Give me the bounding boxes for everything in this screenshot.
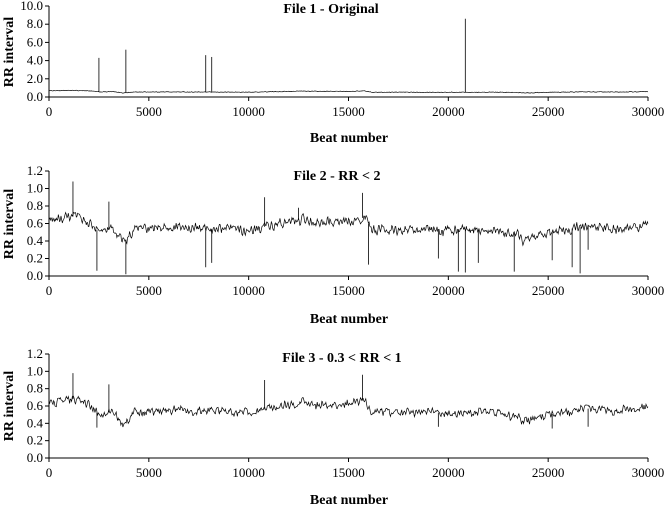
x-tick-label: 15000 — [332, 283, 365, 298]
x-axis-label: Beat number — [310, 493, 388, 506]
x-tick-label: 15000 — [332, 465, 365, 480]
series-group — [48, 373, 649, 429]
x-axis-label: Beat number — [310, 312, 388, 327]
y-tick-label: 1.0 — [27, 363, 43, 378]
y-tick-label: 0.0 — [27, 89, 43, 104]
y-tick-label: 0.8 — [27, 381, 43, 396]
series-group — [48, 18, 649, 94]
y-tick-label: 10.0 — [20, 0, 43, 13]
x-tick-label: 15000 — [332, 104, 365, 119]
x-tick-label: 10000 — [232, 465, 265, 480]
x-tick-label: 10000 — [232, 283, 265, 298]
chart-title: File 1 - Original — [283, 2, 378, 17]
x-tick-label: 0 — [46, 104, 53, 119]
axes-group — [48, 6, 648, 98]
x-tick-label: 25000 — [532, 104, 565, 119]
y-tick-label: 0.6 — [27, 398, 44, 413]
panel-file-3: File 3 - 0.3 < RR < 1 RR interval Beat n… — [2, 346, 664, 506]
chart-title: File 3 - 0.3 < RR < 1 — [282, 351, 401, 366]
x-tick-label: 30000 — [632, 465, 665, 480]
y-tick-label: 0.0 — [27, 450, 43, 465]
x-axis-label: Beat number — [310, 131, 388, 146]
y-tick-label: 1.0 — [27, 181, 43, 196]
x-tick-label: 10000 — [232, 104, 265, 119]
y-tick-label: 2.0 — [27, 71, 43, 86]
y-tick-label: 0.0 — [27, 268, 43, 283]
y-tick-label: 1.2 — [27, 346, 43, 361]
x-tick-label: 30000 — [632, 104, 665, 119]
x-tick-label: 25000 — [532, 465, 565, 480]
x-tick-label: 20000 — [432, 465, 465, 480]
x-tick-label: 20000 — [432, 104, 465, 119]
x-tick-label: 30000 — [632, 283, 665, 298]
x-tick-label: 0 — [46, 465, 53, 480]
chart-title: File 2 - RR < 2 — [294, 169, 381, 184]
x-tick-label: 20000 — [432, 283, 465, 298]
y-tick-label: 1.2 — [27, 163, 43, 178]
rr-trace-line — [48, 211, 649, 247]
x-tick-label: 0 — [46, 283, 53, 298]
y-tick-label: 0.2 — [27, 433, 43, 448]
y-tick-label: 6.0 — [27, 34, 43, 49]
y-tick-label: 0.4 — [27, 415, 44, 430]
y-tick-label: 4.0 — [27, 53, 43, 68]
series-group — [48, 181, 649, 275]
tick-group: 0.0 0.2 0.4 0.6 0.8 1.0 1.2 0 5000 10000 15000 2000… — [27, 163, 665, 298]
rr-trace-line — [48, 395, 649, 428]
y-tick-label: 8.0 — [27, 16, 43, 31]
x-tick-label: 5000 — [136, 465, 162, 480]
y-axis-label: RR interval — [2, 17, 17, 87]
tick-group: 0.0 0.2 0.4 0.6 0.8 1.0 1.2 0 5000 10000 15000 2000… — [27, 346, 665, 480]
axes-group — [48, 354, 648, 459]
y-tick-label: 0.2 — [27, 251, 43, 266]
y-tick-label: 0.4 — [27, 233, 44, 248]
x-tick-label: 5000 — [136, 283, 162, 298]
x-tick-label: 25000 — [532, 283, 565, 298]
y-tick-label: 0.8 — [27, 198, 43, 213]
panel-file-2: File 2 - RR < 2 RR interval Beat number … — [2, 163, 664, 327]
y-axis-label: RR interval — [2, 189, 17, 259]
panel-file-1: File 1 - Original RR interval Beat numbe… — [2, 0, 664, 146]
y-tick-label: 0.6 — [27, 216, 44, 231]
x-tick-label: 5000 — [136, 104, 162, 119]
tick-group: 0.0 2.0 4.0 6.0 8.0 10.0 0 5000 10000 15000 20000 2… — [20, 0, 664, 119]
y-axis-label: RR interval — [2, 371, 17, 441]
axes-group — [48, 171, 648, 277]
rr-trace-line — [48, 89, 649, 94]
